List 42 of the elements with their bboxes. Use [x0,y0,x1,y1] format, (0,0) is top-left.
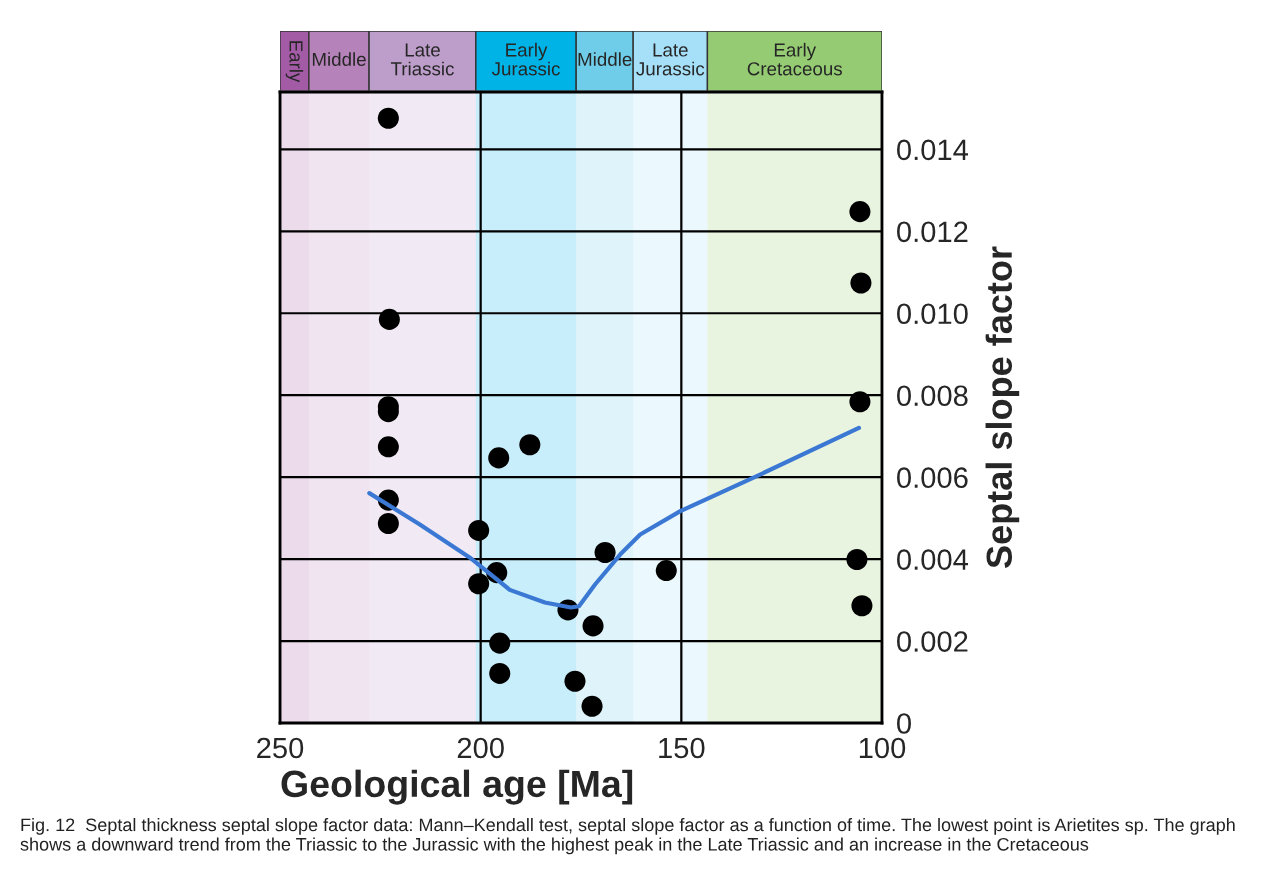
band-label: Middle [578,52,632,67]
point [849,201,871,223]
y-tick-label: 0.006 [897,467,968,489]
point [377,512,399,534]
x-axis-title: Geological age [Ma] [281,769,633,805]
x-tick-label: 250 [257,737,304,759]
y-tick-label: 0.012 [897,221,968,243]
point [851,595,873,617]
x-tick-label: 150 [659,737,705,759]
point [489,632,511,654]
point [581,695,603,717]
point [519,434,541,456]
point [489,662,511,684]
point [849,391,871,413]
point [377,436,399,458]
y-tick-label: 0.002 [897,631,968,652]
band-label: Late Jurassic [636,43,705,76]
y-axis-title: Septal slope factor [985,246,1020,568]
point [582,615,604,637]
band-label: Early [285,41,304,83]
y-tick-label: 0.004 [897,549,969,570]
band-label: Late Triassic [390,43,454,76]
point [378,308,400,330]
point [377,107,399,129]
point [850,272,872,294]
point [846,548,868,571]
point [468,519,490,541]
caption: Fig. 12 Septal thickness septal slope factor data: Mann–Kendall test, septal slope factor as a function of time. The lowest point is Arietites sp. The graph shows a downward trend from the Triassic to the Jurassic with the highest peak in the Late Triassic and an increase in the Cretaceous [20,818,1235,855]
point [655,560,677,582]
point [468,573,490,595]
x-tick-label: 100 [859,737,906,759]
point [488,447,510,469]
x-tick-label: 200 [457,737,504,759]
point [564,670,586,692]
band-label: Early Cretaceous [747,42,842,76]
y-tick-label: 0 [897,713,911,734]
y-tick-label: 0.008 [897,385,968,407]
band-label: Middle [312,52,366,67]
y-tick-label: 0.014 [897,139,969,161]
band-label: Early Jurassic [491,42,560,76]
y-tick-label: 0.010 [897,303,968,325]
point [594,542,616,564]
